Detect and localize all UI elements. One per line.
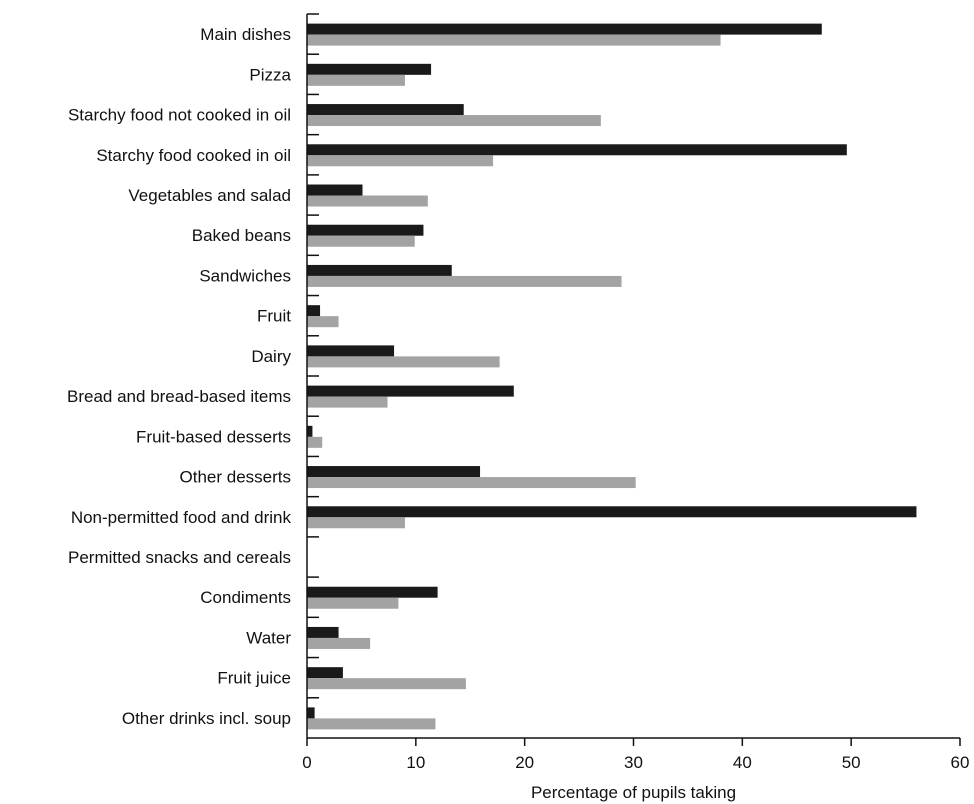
bar-series-1-other-drinks-incl-soup [307,707,315,719]
category-label: Starchy food not cooked in oil [68,106,291,125]
bar-series-2-starchy-food-not-cooked-in-oil [307,115,601,127]
bar-series-2-pizza [307,74,405,86]
category-labels: Main dishes Pizza Starchy food not cooked … [67,25,292,728]
category-label: Main dishes [200,25,291,44]
bar-series-2-other-drinks-incl-soup [307,718,436,730]
category-label: Fruit juice [217,669,291,688]
category-label: Vegetables and salad [128,186,291,205]
bar-series-2-water [307,637,371,649]
category-label: Other desserts [180,468,292,487]
x-axis-title: Percentage of pupils taking [531,783,736,802]
bar-series-2-bread-and-bread-based-items [307,396,388,408]
bar-series-2-main-dishes [307,34,721,46]
bar-series-1-starchy-food-not-cooked-in-oil [307,104,464,116]
bar-series-2-vegetables-and-salad [307,195,428,207]
x-tick-label: 40 [733,753,752,772]
category-label: Pizza [249,65,291,84]
category-label: Non-permitted food and drink [71,508,292,527]
category-label: Condiments [200,588,291,607]
x-tick-label: 20 [515,753,534,772]
bar-series-1-bread-and-bread-based-items [307,385,514,397]
category-label: Sandwiches [199,266,291,285]
bar-series-1-fruit [307,305,321,317]
bar-series-1-fruit-based-desserts [307,425,313,437]
bar-series-1-baked-beans [307,224,424,236]
bar-series-1-condiments [307,586,438,598]
bar-series-2-condiments [307,597,399,609]
x-tick-label: 60 [951,753,970,772]
bar-series-1-pizza [307,63,432,75]
x-tick-label: 50 [842,753,861,772]
x-tick-label: 30 [624,753,643,772]
bar-series-1-other-desserts [307,466,481,478]
bars-layer [307,23,917,730]
category-label: Fruit [257,307,291,326]
bar-series-1-non-permitted-food-and-drink [307,506,917,518]
bar-series-2-non-permitted-food-and-drink [307,517,405,529]
bar-series-1-sandwiches [307,264,452,276]
category-label: Dairy [251,347,291,366]
category-label: Bread and bread-based items [67,387,291,406]
x-tick-label: 0 [302,753,311,772]
bar-series-1-starchy-food-cooked-in-oil [307,144,847,156]
bar-series-2-fruit-based-desserts [307,436,323,448]
category-label: Baked beans [192,226,291,245]
category-label: Fruit-based desserts [136,427,291,446]
x-axis-ticks: 0 10 20 30 40 50 60 [302,13,970,772]
category-label: Permitted snacks and cereals [68,548,291,567]
bar-series-1-main-dishes [307,23,822,35]
category-label: Starchy food cooked in oil [96,146,291,165]
bar-series-2-sandwiches [307,275,622,287]
bar-series-1-vegetables-and-salad [307,184,363,196]
bar-series-1-dairy [307,345,395,357]
bar-series-2-fruit-juice [307,678,466,690]
bar-series-1-fruit-juice [307,667,343,679]
bar-series-2-fruit [307,316,339,328]
bar-series-1-water [307,626,339,638]
bar-series-2-baked-beans [307,235,415,247]
bar-series-2-starchy-food-cooked-in-oil [307,155,494,167]
category-label: Water [246,628,291,647]
category-label: Other drinks incl. soup [122,709,291,728]
bar-series-2-dairy [307,356,500,368]
x-tick-label: 10 [406,753,425,772]
bar-series-2-other-desserts [307,477,636,489]
